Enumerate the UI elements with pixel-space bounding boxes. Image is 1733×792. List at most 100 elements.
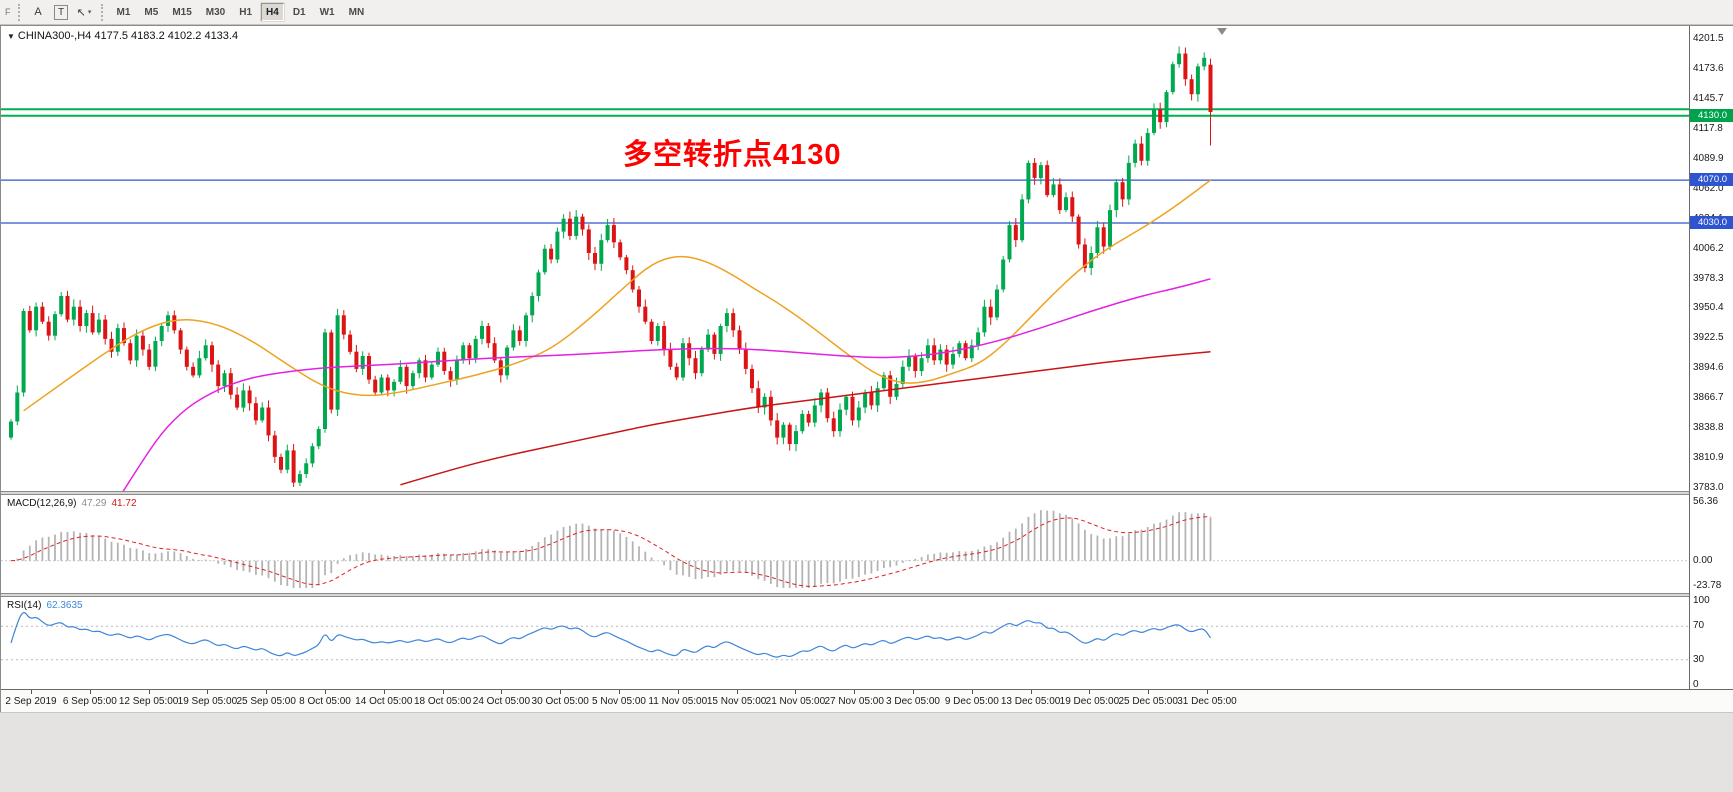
time-axis-label: 8 Oct 05:00: [299, 696, 351, 707]
time-axis-label: 21 Nov 05:00: [765, 696, 826, 707]
price-axis-label: 4117.8: [1693, 122, 1723, 134]
toolbar-grip-2[interactable]: [100, 3, 105, 21]
time-axis-label: 19 Dec 05:00: [1059, 696, 1120, 707]
time-axis-label: 19 Sep 05:00: [177, 696, 238, 707]
time-axis-label: 31 Dec 05:00: [1177, 696, 1237, 707]
time-tick: [1089, 690, 1091, 694]
timeframe-m15-button[interactable]: M15: [172, 6, 192, 18]
symbol-dropdown-icon[interactable]: ▼: [7, 32, 15, 41]
price-axis-label: 4145.7: [1693, 92, 1724, 104]
time-tick: [971, 690, 973, 694]
chart-shift-icon[interactable]: [1217, 28, 1227, 35]
time-axis-label: 25 Sep 05:00: [236, 696, 296, 707]
time-tick: [1148, 690, 1150, 694]
time-tick: [31, 690, 32, 694]
time-axis[interactable]: 2 Sep 2019 6 Sep 05:00 12 Sep 05:00 19 Sep …: [1, 689, 1733, 713]
chart-text-annotation[interactable]: 多空转折点4130: [623, 139, 842, 171]
time-tick: [854, 690, 856, 694]
macd-axis-label: 56.36: [1693, 495, 1719, 507]
chart-window: ▼ CHINA300-,H4 4177.5 4183.2 4102.2 4133.…: [0, 25, 1733, 713]
ohlc-values: 4177.5 4183.2 4102.2 4133.4: [94, 30, 239, 42]
ma-slow-red-line[interactable]: [400, 350, 1211, 486]
rsi-axis-label: 0: [1693, 679, 1699, 690]
price-tag-4130.0: 4130.0: [1690, 108, 1733, 122]
timeframe-h1-button[interactable]: H1: [239, 6, 253, 18]
time-tick: [1030, 690, 1032, 694]
panel-splitter-rsi[interactable]: [1, 593, 1733, 597]
time-axis-label: 9 Dec 05:00: [944, 696, 999, 707]
time-tick: [560, 690, 562, 694]
timeframe-mn-button[interactable]: MN: [348, 6, 365, 18]
time-axis-label: 14 Oct 05:00: [355, 696, 413, 707]
time-axis-label: 18 Oct 05:00: [413, 696, 472, 707]
macd-name: MACD(12,26,9): [7, 498, 77, 509]
price-axis-label: 4173.6: [1693, 62, 1724, 74]
price-axis-label: 4006.2: [1693, 242, 1724, 254]
macd-axis-label: -23.78: [1693, 579, 1722, 591]
timeframe-h4-button[interactable]: H4: [260, 2, 285, 22]
macd-axis-label: 0.00: [1693, 554, 1713, 566]
macd-value-signal: 41.72: [111, 498, 137, 509]
rsi-value: 62.3635: [46, 600, 83, 611]
chart-title: ▼ CHINA300-,H4 4177.5 4183.2 4102.2 4133.…: [7, 30, 238, 42]
rsi-panel-canvas[interactable]: [1, 597, 1689, 689]
time-tick: [619, 690, 620, 694]
chevron-down-icon[interactable]: ▾: [87, 9, 92, 16]
macd-panel-canvas[interactable]: [1, 495, 1689, 593]
time-axis-label: 6 Sep 05:00: [62, 696, 117, 707]
time-tick: [677, 690, 679, 694]
time-tick: [442, 690, 444, 694]
time-tick: [501, 690, 503, 694]
time-axis-label: 3 Dec 05:00: [886, 696, 940, 707]
timeframe-m5-button[interactable]: M5: [144, 6, 159, 18]
time-tick: [266, 690, 268, 694]
rsi-axis-label: 100: [1693, 595, 1710, 606]
timeframe-w1-button[interactable]: W1: [319, 6, 335, 18]
price-axis-label: 3838.8: [1693, 422, 1724, 434]
time-axis-label: 11 Nov 05:00: [648, 696, 708, 707]
toolbar-overflow-label: F: [5, 7, 11, 17]
pointer-tool-button[interactable]: ↖ ▾: [76, 6, 92, 19]
price-tag-4070.0: 4070.0: [1690, 173, 1733, 187]
time-axis-label: 27 Nov 05:00: [824, 696, 884, 707]
time-axis-label: 25 Dec 05:00: [1118, 696, 1178, 707]
timeframe-d1-button[interactable]: D1: [292, 6, 306, 18]
rsi-name: RSI(14): [7, 600, 42, 611]
panel-splitter-macd[interactable]: [1, 491, 1733, 495]
rsi-indicator-label: RSI(14) 62.3635: [7, 600, 83, 611]
macd-indicator-label: MACD(12,26,9) 47.29 41.72: [7, 498, 137, 509]
time-tick: [383, 690, 385, 694]
timeframe-m1-button[interactable]: M1: [116, 6, 131, 18]
price-axis-label: 3783.0: [1693, 482, 1724, 493]
time-tick: [325, 690, 326, 694]
toolbar-grip[interactable]: [17, 3, 22, 21]
price-axis-label: 3978.3: [1693, 272, 1724, 284]
time-axis-label: 13 Dec 05:00: [1000, 696, 1061, 707]
price-axis[interactable]: 4201.54173.64145.74117.84089.94062.04034…: [1689, 26, 1733, 690]
price-axis-label: 3950.4: [1693, 302, 1724, 314]
main-chart-canvas[interactable]: [1, 26, 1689, 491]
rsi-axis-label: 70: [1693, 620, 1705, 632]
price-axis-label: 4201.5: [1693, 33, 1724, 44]
time-tick: [736, 690, 738, 694]
timeframe-m30-button[interactable]: M30: [205, 6, 226, 18]
price-axis-label: 4062.0: [1693, 182, 1724, 194]
ma-mid-magenta-line[interactable]: [118, 278, 1211, 491]
price-axis-label: 3810.9: [1693, 452, 1724, 464]
price-axis-label: 3894.6: [1693, 362, 1724, 374]
rsi-axis-label: 30: [1693, 653, 1705, 665]
ma-fast-orange-line[interactable]: [23, 179, 1211, 412]
text-label-tool-button[interactable]: T: [51, 2, 72, 22]
time-axis-label: 24 Oct 05:00: [472, 696, 531, 707]
time-tick: [795, 690, 797, 694]
macd-value-main: 47.29: [81, 498, 107, 509]
toolbar: F A T ↖ ▾ M1 M5 M15 M30 H1 H4 D1 W1 MN: [0, 0, 1733, 25]
price-axis-label: 3866.7: [1693, 392, 1724, 404]
time-tick: [913, 690, 914, 694]
time-axis-label: 2 Sep 2019: [5, 696, 57, 707]
time-tick: [89, 690, 91, 694]
text-tool-button[interactable]: A: [34, 6, 42, 18]
time-axis-label: 5 Nov 05:00: [592, 696, 646, 707]
time-axis-label: 30 Oct 05:00: [531, 696, 589, 707]
